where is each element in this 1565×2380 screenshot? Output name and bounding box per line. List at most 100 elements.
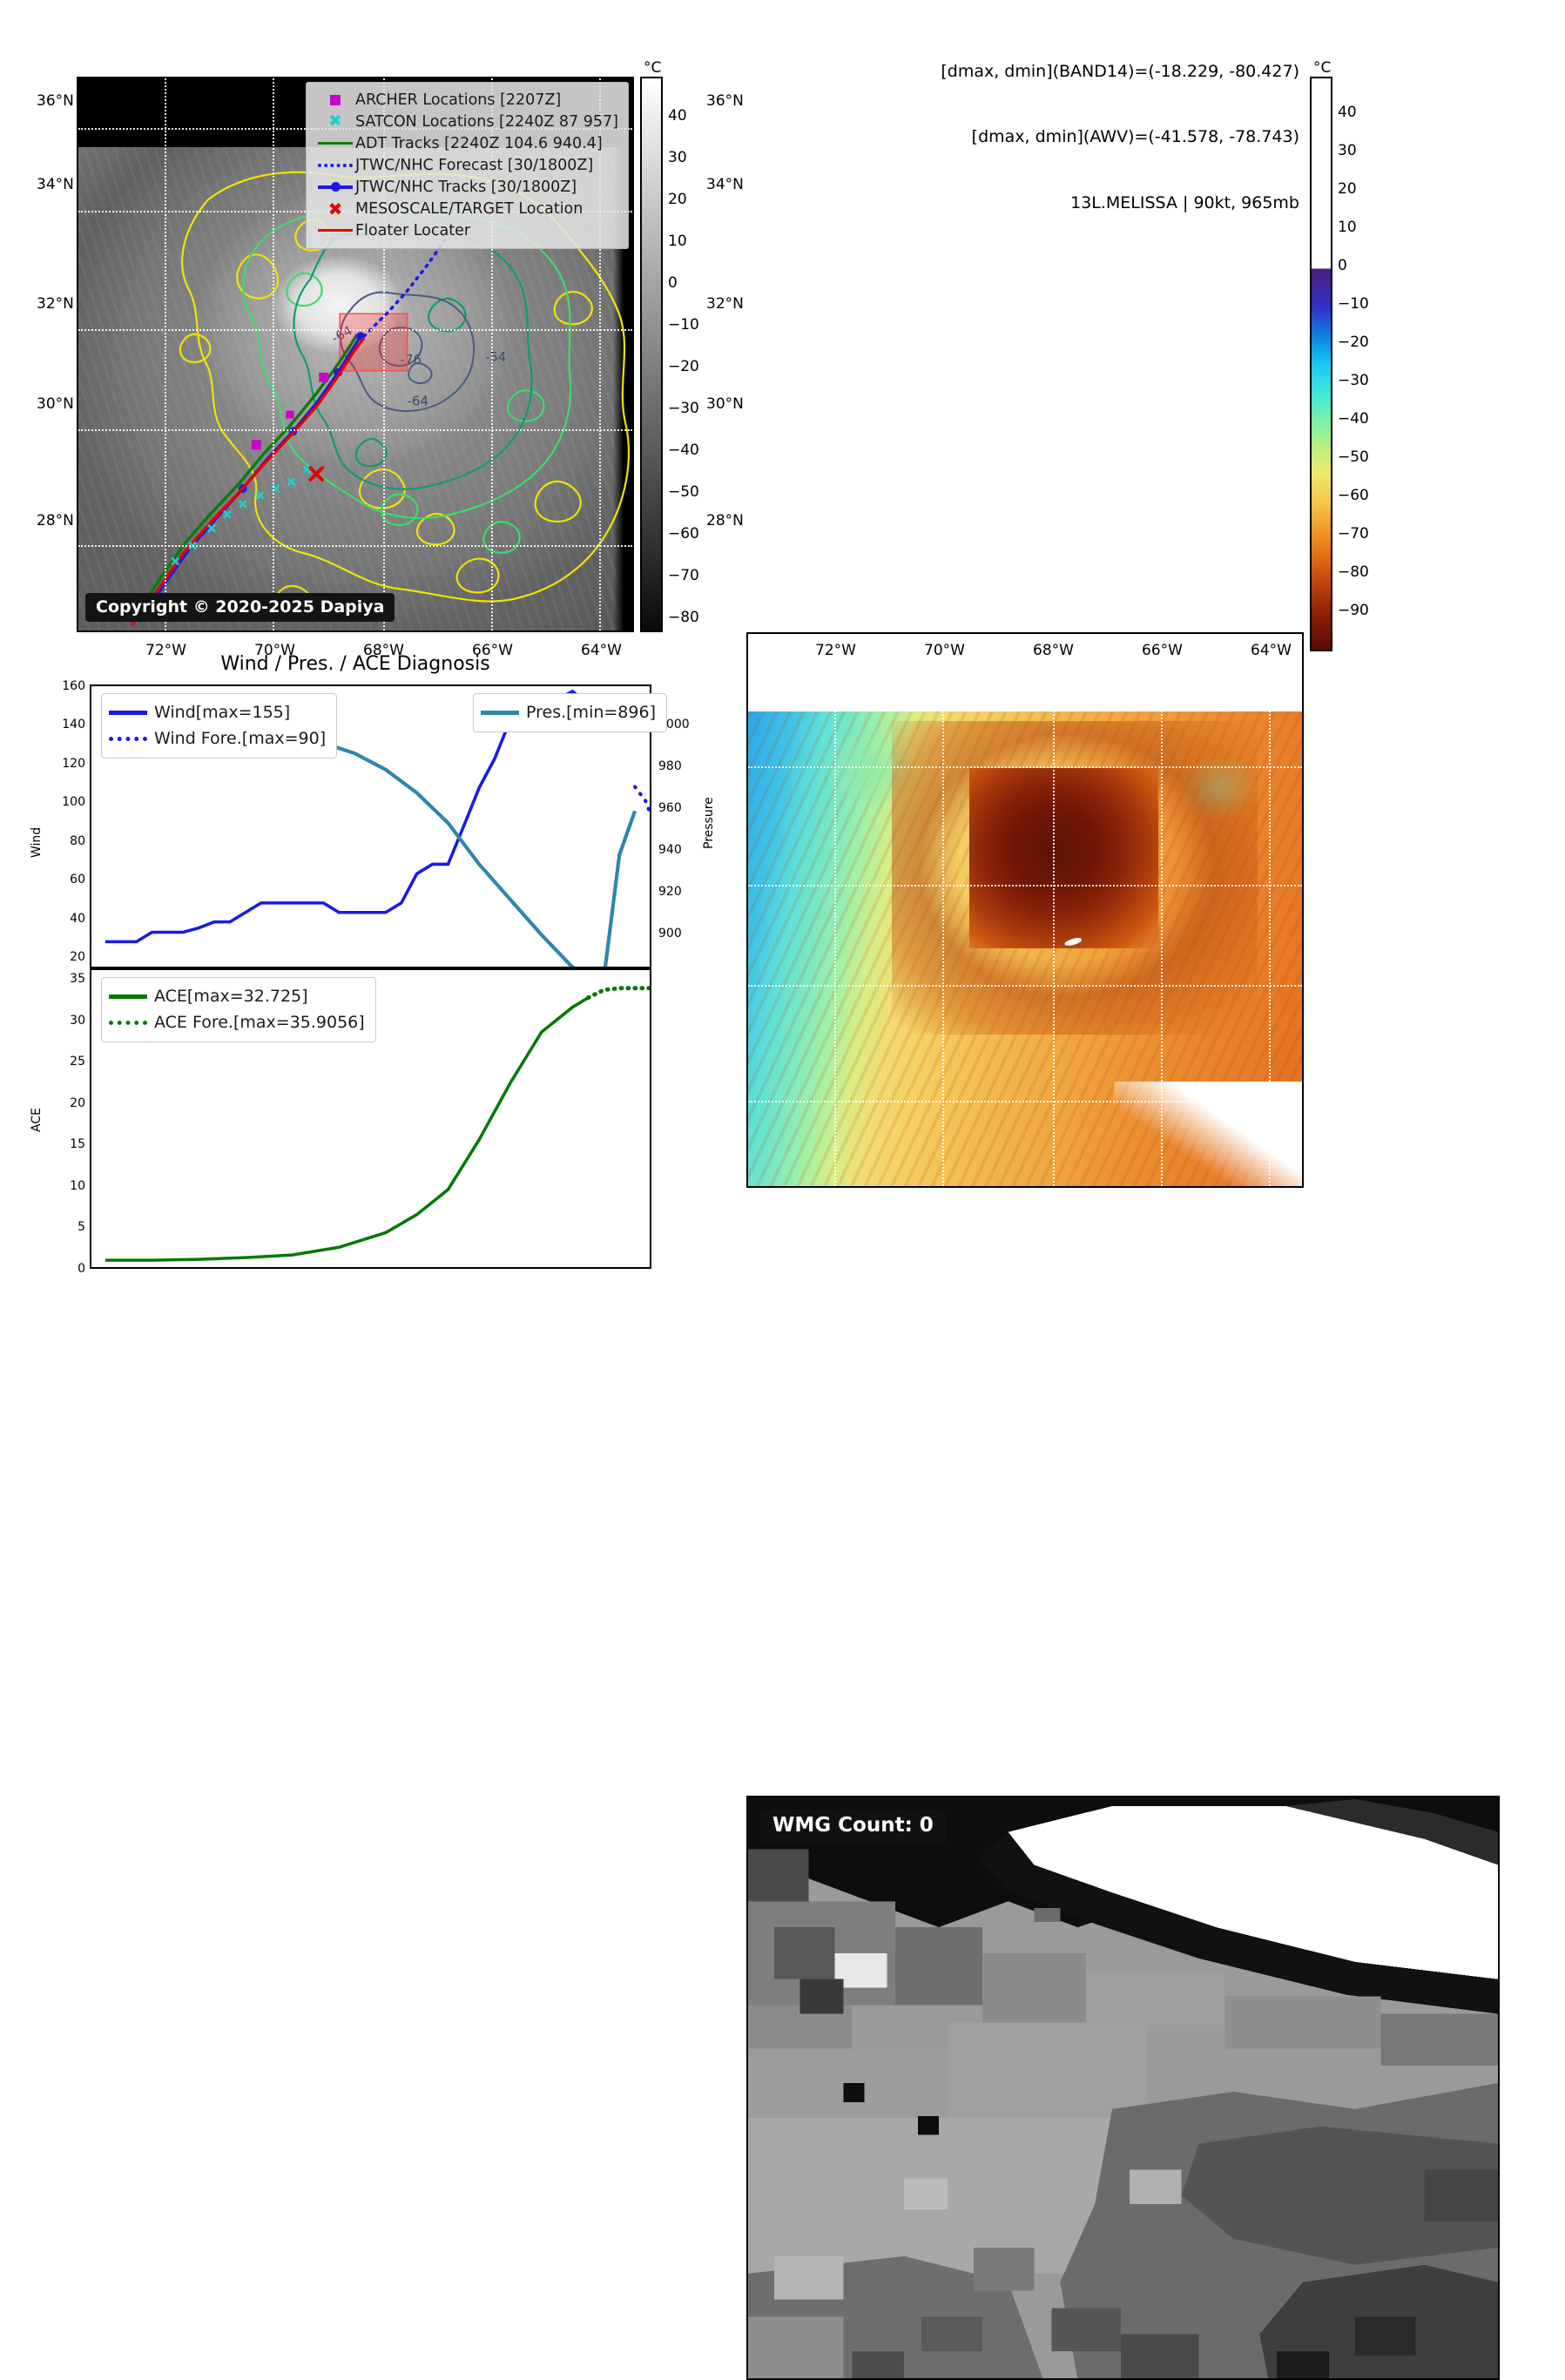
ace-legend-label-actual: ACE[max=32.725] (154, 987, 308, 1006)
ace-ytick-5: 5 (78, 1220, 85, 1234)
wind-ytick-20: 20 (70, 950, 85, 964)
ir-cbar-tick-m70: −70 (668, 567, 699, 584)
ir-map-legend: ARCHER Locations [2207Z] ✖ SATCON Locati… (305, 82, 629, 249)
wind-ytick-60: 60 (70, 873, 85, 887)
pres-ytick-900: 900 (658, 927, 682, 941)
ir-gridline-lon-68 (382, 78, 385, 630)
awv-gridline-lon-66 (1160, 634, 1163, 1186)
awv-lat-label-28: 28°N (706, 512, 744, 529)
awv-cbar-tick-10: 10 (1338, 219, 1357, 236)
awv-colorbar-gradient (1310, 77, 1332, 651)
pres-ytick-960: 960 (658, 801, 682, 815)
awv-gridline-lon-64 (1268, 634, 1271, 1186)
ir-lon-label-72: 72°W (145, 642, 186, 659)
awv-cbar-tick-m60: −60 (1338, 487, 1369, 504)
pressure-legend-row: Pres.[min=896] (481, 699, 656, 725)
ace-ytick-25: 25 (70, 1055, 85, 1069)
awv-cbar-tick-m80: −80 (1338, 563, 1369, 581)
wind-axis-label: Wind (30, 826, 44, 858)
ace-ytick-10: 10 (70, 1179, 85, 1193)
ir-lat-label-30: 30°N (37, 395, 74, 413)
ir-lon-label-66: 66°W (472, 642, 513, 659)
awv-gridline-lat-32 (748, 885, 1302, 887)
awv-gridline-lat-30 (748, 984, 1302, 987)
legend-label-forecast: JTWC/NHC Forecast [30/1800Z] (354, 156, 594, 174)
wind-chart-legend: Wind[max=155] Wind Fore.[max=90] (101, 693, 338, 758)
ir-gridline-lon-70 (272, 78, 274, 630)
legend-label-floater: Floater Locater (354, 221, 471, 239)
blue-dotted-line-icon (315, 163, 355, 167)
awv-cbar-tick-40: 40 (1338, 104, 1357, 121)
awv-gridline-lat-34 (748, 766, 1302, 769)
stats-band14: [dmax, dmin](BAND14)=(-18.229, -80.427) (941, 61, 1299, 81)
legend-item-forecast: JTWC/NHC Forecast [30/1800Z] (315, 154, 618, 176)
pressure-axis-label: Pressure (702, 797, 716, 849)
wind-ytick-40: 40 (70, 912, 85, 926)
ir-cbar-tick-20: 20 (668, 191, 687, 208)
ir-lon-label-70: 70°W (254, 642, 295, 659)
ir-lon-label-68: 68°W (363, 642, 404, 659)
ir-colorbar: °C 40 30 20 10 0 −10 −20 −30 −40 −50 −60… (640, 52, 701, 644)
ace-legend-label-forecast: ACE Fore.[max=35.9056] (154, 1013, 365, 1032)
awv-gridline-lat-28 (748, 1100, 1302, 1102)
awv-lon-label-68: 68°W (1033, 642, 1074, 659)
ir-cbar-tick-m30: −30 (668, 400, 699, 417)
ir-gridline-lon-72 (164, 78, 166, 630)
awv-lat-label-30: 30°N (706, 395, 744, 413)
awv-lon-label-64: 64°W (1251, 642, 1292, 659)
ir-cbar-tick-m60: −60 (668, 525, 699, 543)
stats-awv: [dmax, dmin](AWV)=(-41.578, -78.743) (971, 127, 1299, 147)
legend-label-tracks: JTWC/NHC Tracks [30/1800Z] (354, 178, 577, 196)
ir-gridline-lat-30 (78, 428, 632, 431)
ir-gridline-lat-32 (78, 329, 632, 332)
wind-legend-label-actual: Wind[max=155] (154, 703, 291, 722)
awv-cbar-tick-m30: −30 (1338, 372, 1369, 389)
ace-plot (105, 986, 652, 1262)
ir-lat-label-36: 36°N (37, 92, 74, 110)
awv-colorbar: °C 40 30 20 10 0 −10 −20 −30 −40 −50 −60… (1310, 52, 1379, 651)
ir-cbar-tick-10: 10 (668, 233, 687, 250)
ir-cbar-tick-m20: −20 (668, 358, 699, 375)
wind-legend-label-forecast: Wind Fore.[max=90] (154, 729, 327, 748)
ir-lat-label-32: 32°N (37, 295, 74, 313)
awv-lat-label-36: 36°N (706, 92, 744, 110)
wmg-map[interactable]: WMG Count: 0 (746, 1796, 1500, 2380)
legend-label-archer: ARCHER Locations [2207Z] (354, 91, 562, 109)
awv-cbar-tick-20: 20 (1338, 180, 1357, 198)
ir-gridline-lon-66 (490, 78, 493, 630)
ace-ytick-20: 20 (70, 1096, 85, 1110)
wind-ytick-160: 160 (62, 679, 85, 693)
awv-cbar-tick-m40: −40 (1338, 410, 1369, 428)
ace-ytick-0: 0 (78, 1262, 85, 1276)
awv-scan-corner (1113, 1082, 1302, 1186)
ir-lon-label-64: 64°W (581, 642, 622, 659)
ir-mesoscale-map[interactable]: -64 -76 -54 -64 (77, 77, 634, 632)
ir-cbar-tick-m80: −80 (668, 609, 699, 626)
diagnosis-chart-title: Wind / Pres. / ACE Diagnosis (220, 653, 490, 675)
header-stats: [dmax, dmin](BAND14)=(-18.229, -80.427) … (941, 17, 1299, 259)
awv-cbar-tick-m10: −10 (1338, 295, 1369, 313)
ace-chart-legend: ACE[max=32.725] ACE Fore.[max=35.9056] (101, 977, 376, 1042)
ir-gridline-lat-28 (78, 544, 632, 547)
awv-cbar-tick-30: 30 (1338, 142, 1357, 159)
ace-legend-row-actual: ACE[max=32.725] (109, 983, 365, 1009)
awv-colorbar-unit: °C (1313, 59, 1332, 77)
red-x-marker-icon: ✖ (327, 198, 343, 219)
pres-ytick-980: 980 (658, 759, 682, 773)
ir-cbar-tick-m50: −50 (668, 483, 699, 501)
wind-ytick-120: 120 (62, 757, 85, 771)
wind-legend-row-actual: Wind[max=155] (109, 699, 326, 725)
svg-text:-54: -54 (485, 349, 506, 365)
awv-lat-label-34: 34°N (706, 176, 744, 193)
awv-gridline-lon-70 (941, 634, 944, 1186)
awv-map[interactable] (746, 632, 1304, 1188)
awv-cbar-tick-m90: −90 (1338, 602, 1369, 619)
ir-colorbar-gradient (640, 77, 663, 632)
awv-cbar-tick-0: 0 (1338, 257, 1347, 274)
awv-gridline-lon-72 (833, 634, 836, 1186)
legend-label-mesoscale: MESOSCALE/TARGET Location (354, 199, 584, 218)
ace-ytick-30: 30 (70, 1014, 85, 1028)
svg-text:-64: -64 (408, 394, 428, 409)
legend-label-satcon: SATCON Locations [2240Z 87 957] (354, 112, 618, 131)
wind-ytick-80: 80 (70, 834, 85, 848)
